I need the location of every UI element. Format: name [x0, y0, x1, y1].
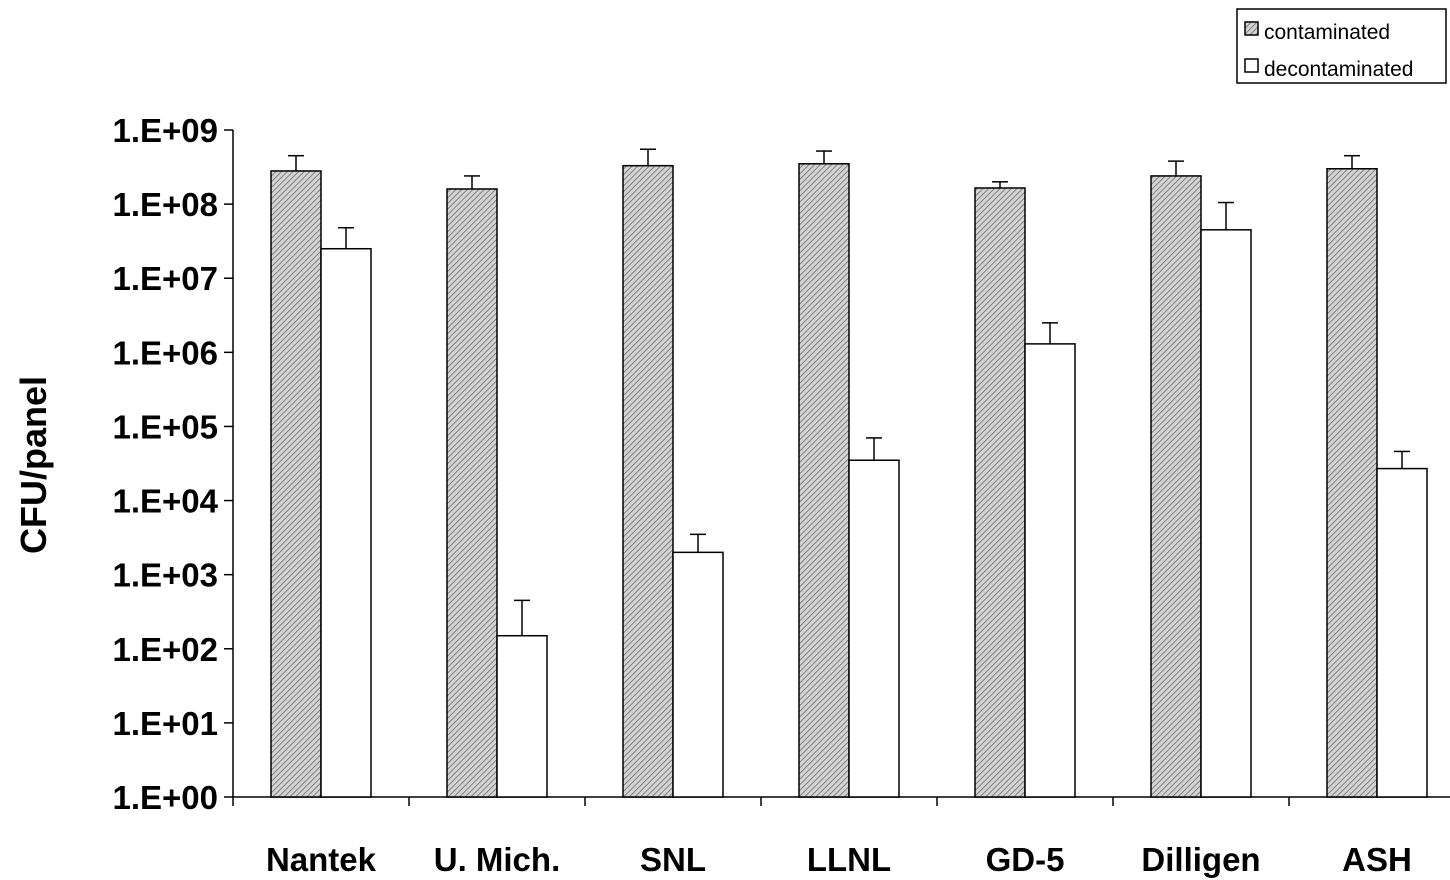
x-tick-label: U. Mich. [434, 841, 561, 878]
y-tick-label: 1.E+01 [112, 705, 218, 742]
bar-contaminated [798, 163, 850, 798]
x-tick-label: LLNL [807, 841, 891, 878]
y-tick-label: 1.E+09 [112, 112, 218, 149]
bar-decontaminated [1376, 467, 1428, 798]
bar-decontaminated [496, 634, 548, 798]
legend: contaminated decontaminated [1236, 8, 1447, 84]
legend-box [1236, 8, 1447, 84]
bar-contaminated [622, 164, 674, 798]
y-tick-label: 1.E+00 [112, 779, 218, 816]
bar-decontaminated [1200, 229, 1252, 798]
y-tick-label: 1.E+04 [112, 483, 218, 520]
bar-contaminated [1326, 168, 1378, 798]
y-tick-label: 1.E+05 [112, 408, 218, 445]
legend-swatch-contaminated [1244, 21, 1259, 36]
bars [270, 148, 1428, 798]
bar-contaminated [1150, 175, 1202, 798]
legend-swatch-decontaminated [1244, 58, 1259, 73]
bar-decontaminated [848, 459, 900, 798]
bar-contaminated [446, 188, 498, 798]
legend-label-decontaminated: decontaminated [1264, 58, 1413, 81]
bar-decontaminated [1024, 343, 1076, 798]
y-tick-label: 1.E+07 [112, 260, 218, 297]
y-tick-label: 1.E+08 [112, 186, 218, 223]
y-tick-label: 1.E+02 [112, 631, 218, 668]
x-tick-label: Dilligen [1141, 841, 1260, 878]
x-tick-label: GD-5 [986, 841, 1065, 878]
y-tick-label: 1.E+06 [112, 334, 218, 371]
bar-decontaminated [672, 551, 724, 798]
axes: 1.E+00 1.E+01 1.E+02 1.E+03 1.E+04 1.E+05 1.E+… [112, 112, 1450, 878]
y-axis-label: CFU/panel [13, 376, 54, 554]
bar-decontaminated [320, 247, 372, 798]
y-tick-label: 1.E+03 [112, 557, 218, 594]
bar-contaminated [974, 187, 1026, 798]
x-tick-label: Nantek [266, 841, 377, 878]
x-tick-label: ASH [1342, 841, 1412, 878]
bar-contaminated [270, 170, 322, 798]
legend-label-contaminated: contaminated [1264, 21, 1390, 44]
x-tick-label: SNL [640, 841, 706, 878]
